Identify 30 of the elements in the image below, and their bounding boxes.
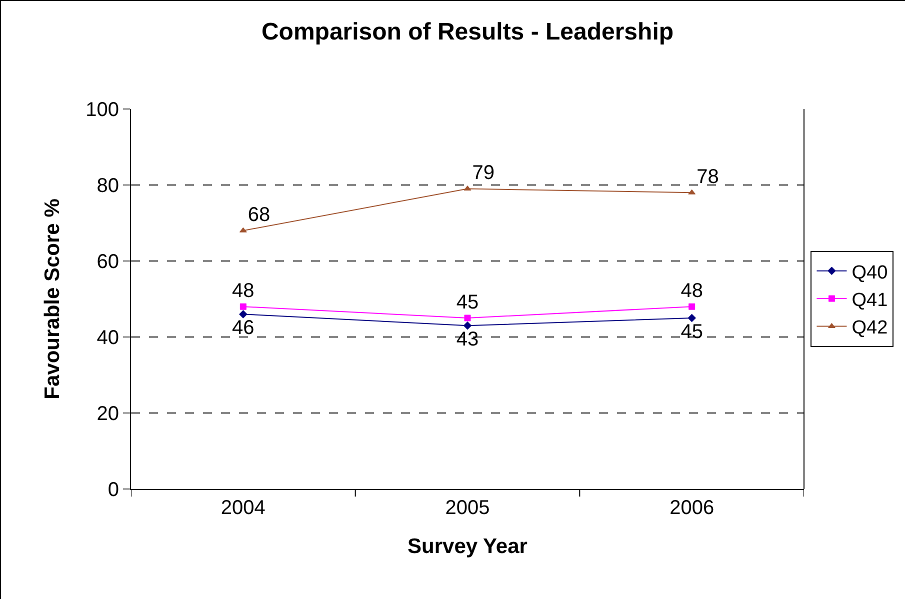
data-label: 43: [456, 328, 479, 350]
legend-label: Q40: [852, 262, 888, 284]
data-label: 48: [680, 280, 703, 302]
point: [239, 310, 248, 318]
data-label: 45: [680, 320, 703, 343]
point: [688, 303, 696, 310]
data-label: 48: [232, 280, 254, 302]
y-tick-label: 60: [96, 251, 119, 273]
x-tick-label: 2006: [670, 497, 714, 519]
point: [463, 321, 472, 330]
data-label: 45: [456, 291, 479, 314]
point: [240, 303, 246, 310]
x-tick-label: 2005: [445, 497, 490, 519]
point: [464, 314, 471, 322]
x-tick-label: 2004: [220, 497, 266, 519]
legend-label: Q41: [852, 290, 888, 311]
y-axis-title: Favourable Score %: [40, 198, 64, 400]
point: [688, 314, 696, 322]
data-label: 46: [232, 316, 254, 339]
legend-label: Q42: [852, 318, 888, 339]
data-label: 79: [472, 162, 494, 184]
chart-title: Comparison of Results - Leadership: [261, 18, 674, 46]
y-tick-label: 20: [96, 403, 119, 425]
x-axis-title: Survey Year: [408, 535, 528, 558]
y-tick-label: 40: [96, 327, 119, 349]
y-tick-label: 80: [96, 175, 119, 197]
data-label: 68: [248, 204, 270, 226]
y-tick-label: 100: [86, 99, 119, 121]
data-label: 78: [696, 166, 719, 188]
y-tick-label: 0: [108, 479, 119, 501]
